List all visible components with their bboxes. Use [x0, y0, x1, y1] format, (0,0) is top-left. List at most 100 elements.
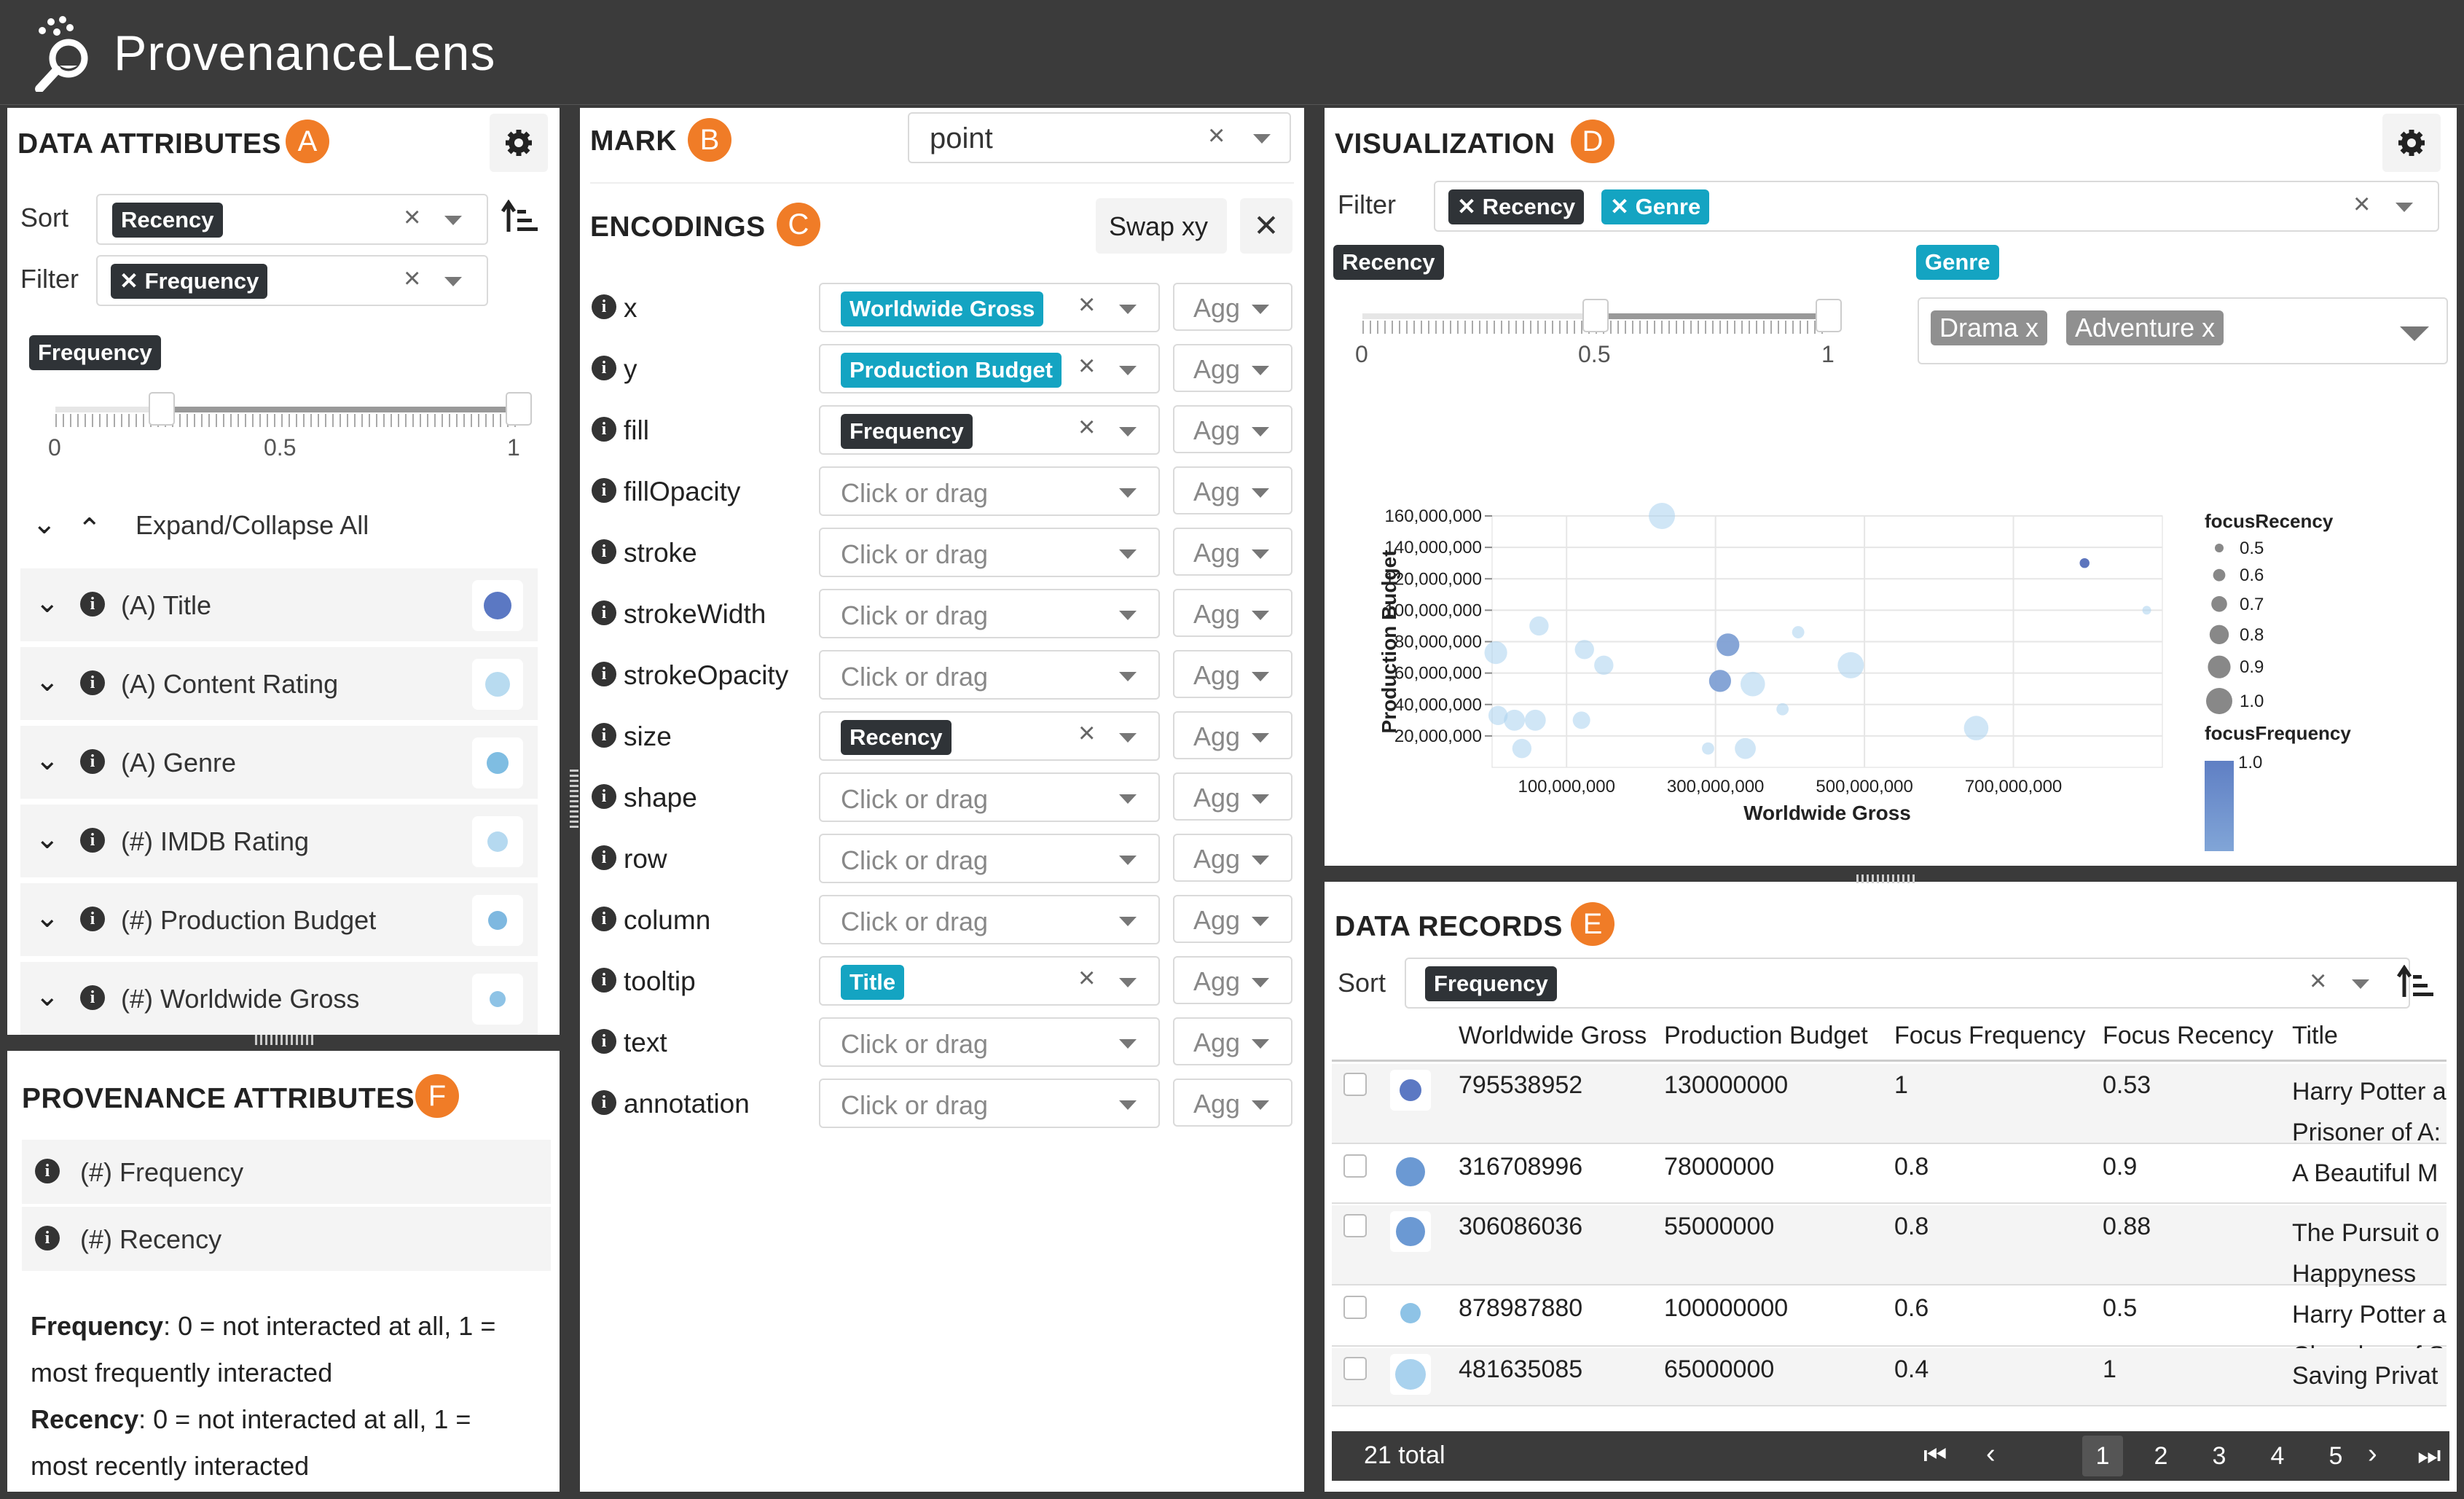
table-row[interactable]: 795538952 130000000 1 0.53 Harry Potter a Pri… — [1332, 1064, 2447, 1146]
scatter-point[interactable] — [1484, 641, 1507, 665]
scatter-point[interactable] — [1963, 716, 1989, 740]
expand-collapse-label[interactable]: Expand/Collapse All — [136, 510, 369, 540]
chevron-down-icon[interactable]: ⌄ — [35, 665, 60, 697]
info-icon[interactable]: i — [35, 1226, 60, 1251]
chevron-down-icon[interactable] — [1119, 611, 1137, 620]
page-number-button[interactable]: 5 — [2328, 1442, 2343, 1470]
table-row[interactable]: 481635085 65000000 0.4 1 Saving Privat — [1332, 1348, 2447, 1406]
scatter-point[interactable] — [1524, 709, 1546, 731]
records-sort-order-button[interactable] — [2396, 964, 2436, 1004]
aggregate-select[interactable]: Agg — [1173, 711, 1292, 759]
scatter-point[interactable] — [1702, 742, 1714, 755]
attribute-color-swatch[interactable] — [472, 895, 523, 946]
viz-filter-tag-recency[interactable]: ✕ Recency — [1448, 189, 1585, 224]
chevron-down-icon[interactable] — [1252, 488, 1269, 498]
resize-handle[interactable] — [1856, 874, 1915, 883]
chevron-down-icon[interactable] — [1119, 488, 1137, 498]
clear-encodings-button[interactable]: ✕ — [1240, 198, 1292, 254]
info-icon[interactable]: i — [592, 1090, 616, 1115]
aggregate-select[interactable]: Agg — [1173, 895, 1292, 943]
chevron-down-icon[interactable] — [1252, 856, 1269, 865]
aggregate-select[interactable]: Agg — [1173, 405, 1292, 453]
encoding-field-select[interactable]: Click or drag — [819, 650, 1160, 700]
encoding-field-tag[interactable]: Recency — [841, 720, 952, 755]
info-icon[interactable]: i — [592, 662, 616, 686]
column-header-frequency[interactable]: Focus Frequency — [1894, 1022, 2086, 1049]
chevron-down-icon[interactable] — [444, 277, 462, 286]
row-checkbox[interactable] — [1343, 1214, 1367, 1237]
clear-field-icon[interactable]: × — [1078, 350, 1096, 382]
chevron-down-icon[interactable]: ⌄ — [35, 823, 60, 855]
attribute-item[interactable]: ⌄ i (#) Worldwide Gross — [20, 962, 538, 1035]
page-number-button[interactable]: 1 — [2082, 1436, 2123, 1476]
chevron-down-icon[interactable] — [1252, 672, 1269, 681]
info-icon[interactable]: i — [592, 723, 616, 748]
chevron-down-icon[interactable] — [1119, 856, 1137, 865]
page-number-button[interactable]: 3 — [2212, 1442, 2226, 1470]
chevron-down-icon[interactable] — [444, 216, 462, 225]
page-number-button[interactable]: 2 — [2154, 1442, 2168, 1470]
attribute-item[interactable]: ⌄ i (A) Title — [20, 568, 538, 641]
chevron-down-icon[interactable]: ⌄ — [35, 980, 60, 1012]
records-sort-select[interactable]: Frequency × — [1405, 958, 2410, 1009]
genre-tag-adventure[interactable]: Adventure x — [2066, 310, 2224, 345]
encoding-field-select[interactable]: Click or drag — [819, 1079, 1160, 1128]
encoding-field-tag[interactable]: Frequency — [841, 414, 973, 449]
info-icon[interactable]: i — [592, 356, 616, 380]
info-icon[interactable]: i — [592, 968, 616, 993]
scatter-point[interactable] — [1574, 640, 1594, 660]
aggregate-select[interactable]: Agg — [1173, 466, 1292, 514]
info-icon[interactable]: i — [592, 1029, 616, 1054]
aggregate-select[interactable]: Agg — [1173, 1079, 1292, 1127]
encoding-field-select[interactable]: Click or drag — [819, 834, 1160, 883]
info-icon[interactable]: i — [592, 907, 616, 931]
aggregate-select[interactable]: Agg — [1173, 956, 1292, 1004]
row-checkbox[interactable] — [1343, 1357, 1367, 1380]
chevron-down-icon[interactable] — [1252, 305, 1269, 314]
scatter-point[interactable] — [1572, 711, 1590, 729]
column-header-recency[interactable]: Focus Recency — [2103, 1022, 2274, 1049]
scatter-point[interactable] — [1740, 671, 1765, 697]
provenance-item-frequency[interactable]: i (#) Frequency — [22, 1140, 551, 1204]
info-icon[interactable]: i — [592, 784, 616, 809]
chevron-down-icon[interactable] — [1252, 549, 1269, 559]
info-icon[interactable]: i — [80, 907, 105, 931]
settings-button[interactable] — [2382, 114, 2441, 172]
prev-page-icon[interactable]: ‹ — [1986, 1439, 1996, 1469]
scatter-point[interactable] — [2142, 606, 2151, 615]
aggregate-select[interactable]: Agg — [1173, 528, 1292, 576]
encoding-field-select[interactable]: Frequency × — [819, 405, 1160, 455]
mark-select[interactable]: point × — [908, 112, 1291, 163]
aggregate-select[interactable]: Agg — [1173, 834, 1292, 882]
scatter-point[interactable] — [1837, 651, 1864, 678]
row-checkbox[interactable] — [1343, 1154, 1367, 1178]
clear-records-sort-icon[interactable]: × — [2310, 965, 2327, 997]
aggregate-select[interactable]: Agg — [1173, 589, 1292, 637]
chevron-down-icon[interactable] — [1119, 427, 1137, 437]
clear-sort-icon[interactable]: × — [404, 201, 421, 233]
aggregate-select[interactable]: Agg — [1173, 1017, 1292, 1065]
info-icon[interactable]: i — [592, 845, 616, 870]
info-icon[interactable]: i — [592, 539, 616, 564]
encoding-field-select[interactable]: Click or drag — [819, 466, 1160, 516]
info-icon[interactable]: i — [592, 417, 616, 442]
scatter-chart[interactable]: 100,000,000 300,000,000 500,000,000 700,000… — [1354, 385, 2447, 851]
encoding-field-tag[interactable]: Worldwide Gross — [841, 291, 1044, 326]
scatter-point[interactable] — [1529, 616, 1549, 636]
scatter-point[interactable] — [1735, 737, 1756, 759]
chevron-down-icon[interactable] — [1252, 366, 1269, 375]
attribute-color-swatch[interactable] — [472, 816, 523, 867]
encoding-field-select[interactable]: Click or drag — [819, 772, 1160, 822]
chevron-down-icon[interactable] — [1252, 1039, 1269, 1049]
attribute-item[interactable]: ⌄ i (#) IMDB Rating — [20, 805, 538, 877]
attribute-item[interactable]: ⌄ i (A) Genre — [20, 726, 538, 799]
aggregate-select[interactable]: Agg — [1173, 772, 1292, 821]
attribute-item[interactable]: ⌄ i (A) Content Rating — [20, 647, 538, 720]
clear-field-icon[interactable]: × — [1078, 717, 1096, 749]
chevron-down-icon[interactable] — [1119, 366, 1137, 375]
chevron-down-icon[interactable] — [1119, 794, 1137, 804]
attribute-color-swatch[interactable] — [472, 974, 523, 1025]
scatter-point[interactable] — [1776, 702, 1789, 716]
scatter-point[interactable] — [1512, 738, 1532, 759]
